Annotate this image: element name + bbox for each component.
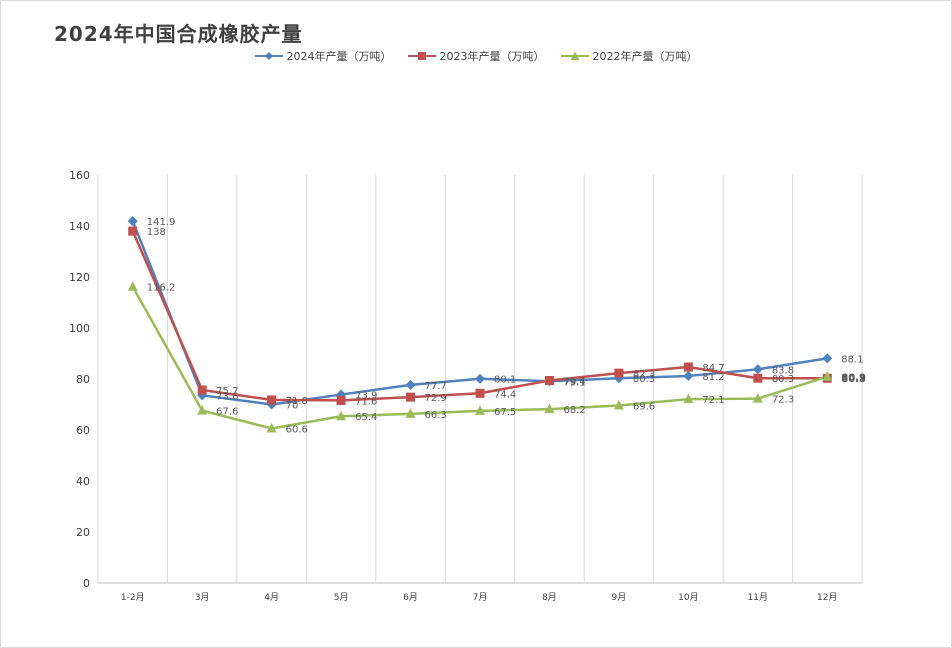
data-point-2024 [683, 370, 694, 381]
data-point-2023 [267, 395, 277, 405]
data-label-2024: 73.6 [216, 391, 238, 402]
data-point-2022 [336, 410, 347, 421]
data-label-2024: 77.7 [425, 381, 447, 392]
data-label-2023: 138 [147, 227, 166, 238]
data-label-2023: 71.6 [355, 396, 377, 407]
data-label-2022: 68.2 [563, 405, 585, 416]
y-tick-label: 120 [69, 271, 90, 284]
data-point-2022 [475, 405, 485, 415]
legend-swatch-2024 [254, 52, 283, 60]
data-point-2024 [822, 353, 833, 364]
data-label-2022: 116.2 [147, 283, 176, 294]
data-point-2023 [753, 373, 763, 383]
data-point-2024 [752, 364, 763, 375]
legend-item-2022: 2022年产量（万吨） [560, 48, 698, 64]
data-point-2022 [613, 400, 624, 410]
chart-title: 2024年中国合成橡胶产量 [54, 22, 303, 46]
legend: 2024年产量（万吨） 2023年产量（万吨） 2022年产量（万吨） [0, 48, 952, 64]
data-label-2023: 80.3 [841, 374, 866, 385]
data-point-2022 [197, 405, 208, 415]
x-tick-label: 5月 [334, 592, 349, 603]
data-label-2023: 80.3 [772, 374, 794, 385]
x-tick-label: 6月 [403, 592, 418, 603]
y-tick-label: 80 [76, 373, 90, 386]
y-tick-label: 160 [69, 169, 90, 182]
data-label-2024: 88.1 [841, 354, 863, 365]
y-tick-label: 60 [76, 424, 90, 437]
x-tick-label: 11月 [748, 592, 768, 603]
data-label-2022: 67.6 [216, 407, 238, 418]
data-point-2023 [683, 362, 693, 372]
data-label-2022: 65.4 [355, 412, 377, 423]
data-label-2022: 80.9 [841, 373, 866, 384]
data-point-2022 [405, 408, 416, 418]
legend-swatch-2023 [407, 52, 436, 60]
data-label-2024: 80.1 [494, 375, 516, 386]
y-tick-label: 20 [76, 526, 90, 539]
data-point-2023 [336, 395, 346, 405]
data-label-2023: 72.9 [425, 393, 447, 404]
data-point-2023 [614, 368, 624, 378]
data-label-2024: 70 [286, 401, 299, 412]
x-tick-label: 3月 [195, 592, 210, 603]
data-label-2022: 72.3 [772, 395, 794, 406]
data-point-2023 [475, 388, 485, 398]
x-tick-label: 10月 [678, 592, 698, 603]
data-label-2022: 72.1 [702, 395, 724, 406]
legend-label-2023: 2023年产量（万吨） [439, 50, 545, 63]
data-label-2023: 82.3 [633, 369, 655, 380]
data-label-2022: 60.6 [286, 424, 308, 435]
legend-item-2023: 2023年产量（万吨） [407, 48, 545, 64]
data-point-2022 [822, 371, 833, 381]
data-label-2023: 71.8 [286, 396, 308, 407]
data-label-2022: 67.5 [494, 407, 516, 418]
data-label-2024: 141.9 [147, 217, 176, 228]
data-label-2023: 79.4 [563, 377, 585, 388]
legend-item-2024: 2024年产量（万吨） [254, 48, 392, 64]
data-label-2023: 75.7 [216, 386, 238, 397]
data-point-2022 [544, 403, 555, 414]
x-tick-label: 7月 [473, 592, 488, 603]
legend-label-2024: 2024年产量（万吨） [286, 50, 392, 63]
data-label-2024: 83.8 [772, 365, 794, 376]
data-point-2022 [266, 422, 277, 433]
legend-swatch-2022 [560, 51, 589, 60]
data-point-2023 [406, 392, 416, 402]
x-tick-label: 1-2月 [121, 592, 145, 603]
data-label-2024: 79.1 [563, 377, 585, 388]
y-tick-label: 40 [76, 475, 90, 488]
y-tick-label: 0 [83, 577, 90, 590]
x-tick-label: 12月 [817, 592, 837, 603]
x-tick-label: 9月 [612, 592, 627, 603]
data-point-2024 [475, 373, 485, 384]
data-label-2022: 66.3 [425, 410, 447, 421]
data-label-2023: 74.4 [494, 389, 516, 400]
data-point-2023 [128, 226, 138, 236]
y-tick-label: 100 [69, 322, 90, 335]
data-point-2022 [683, 393, 694, 404]
data-point-2023 [197, 385, 207, 395]
legend-label-2022: 2022年产量（万吨） [592, 50, 698, 63]
data-label-2024: 80.3 [633, 374, 655, 385]
data-label-2024: 73.9 [355, 391, 377, 402]
data-label-2022: 69.6 [633, 402, 655, 413]
data-label-2023: 84.7 [702, 363, 724, 374]
data-point-2022 [752, 393, 763, 403]
data-point-2022 [127, 281, 138, 291]
data-point-2024 [127, 216, 138, 227]
y-tick-label: 140 [69, 220, 90, 233]
x-tick-label: 4月 [264, 592, 279, 603]
data-point-2023 [544, 376, 554, 386]
data-label-2024: 81.2 [702, 372, 724, 383]
data-point-2024 [405, 379, 416, 390]
x-tick-label: 8月 [542, 592, 557, 603]
